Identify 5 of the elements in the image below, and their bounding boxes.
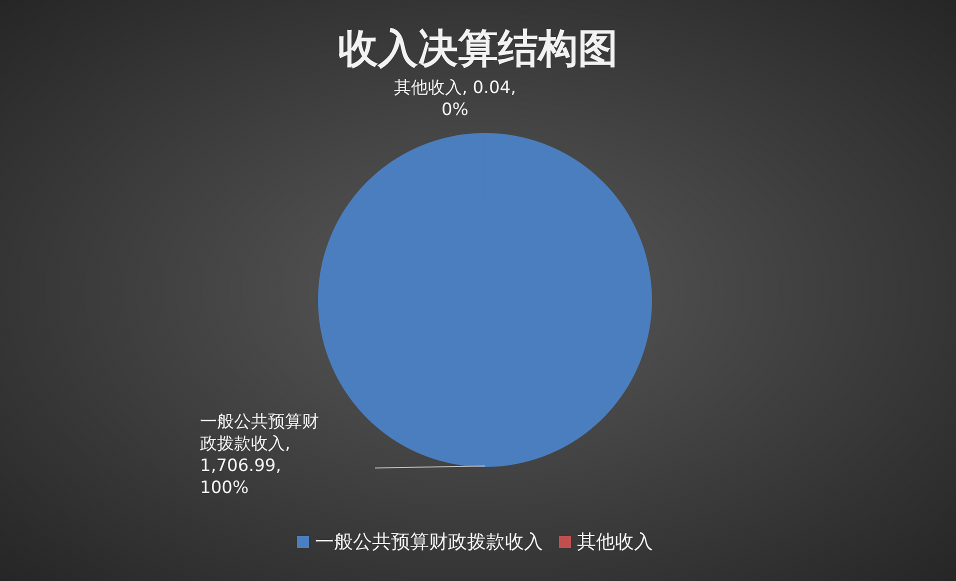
data-label: 其他收入, 0.04, 0% <box>394 78 516 120</box>
chart-title: 收入决算结构图 <box>338 26 618 72</box>
data-label: 一般公共预算财政拨款收入, 1,706.99, 100% <box>200 412 320 498</box>
legend-label: 其他收入 <box>577 531 653 553</box>
legend-label: 一般公共预算财政拨款收入 <box>315 531 543 553</box>
